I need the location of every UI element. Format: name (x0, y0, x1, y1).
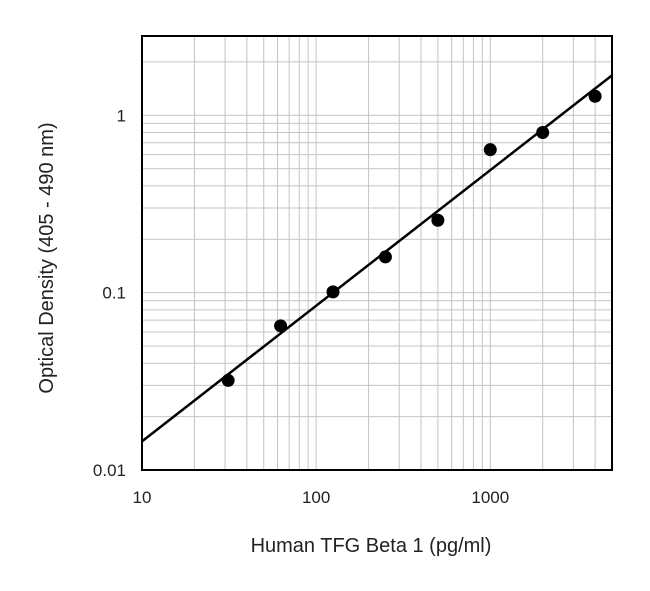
data-point (378, 250, 392, 264)
data-point (221, 373, 235, 387)
data-point (326, 285, 340, 299)
data-point (483, 143, 497, 157)
data-point (274, 319, 288, 333)
x-axis-title: Human TFG Beta 1 (pg/ml) (251, 535, 492, 557)
data-point (536, 125, 550, 139)
y-tick-label: 0.01 (93, 461, 126, 480)
fit-line (141, 74, 613, 443)
data-point (588, 89, 602, 103)
x-tick-label: 10 (133, 488, 152, 507)
y-tick-labels: 0.01 0.1 1 (93, 106, 126, 480)
y-axis-title: Optical Density (405 - 490 nm) (36, 122, 58, 393)
fit-line-group (141, 74, 613, 443)
data-point (431, 213, 445, 227)
plot-frame (141, 35, 613, 471)
x-tick-label: 1000 (471, 488, 509, 507)
y-tick-label: 1 (117, 106, 126, 125)
y-tick-label: 0.1 (102, 284, 126, 303)
x-tick-label: 100 (302, 488, 330, 507)
data-points (221, 89, 602, 387)
x-tick-labels: 10 100 1000 (133, 488, 510, 507)
grid (142, 36, 612, 470)
